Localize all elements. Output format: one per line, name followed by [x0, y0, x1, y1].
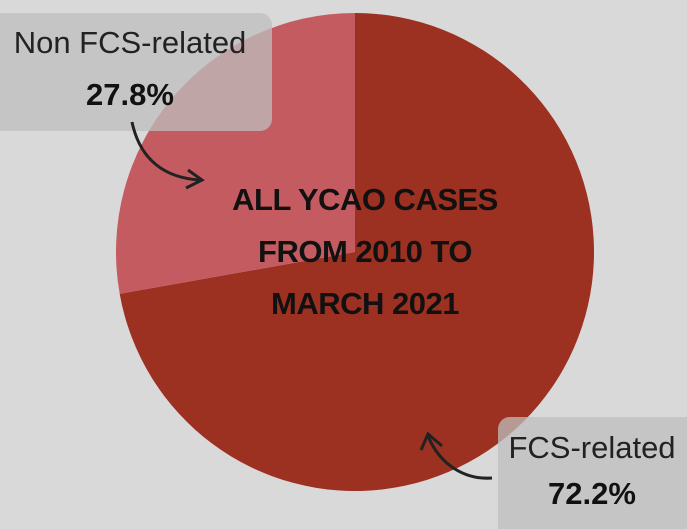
- arrow: [130, 121, 201, 182]
- arrow-head: [185, 168, 205, 190]
- category-label: FCS-related: [508, 430, 675, 465]
- chart-title: ALL YCAO CASES FROM 2010 TO MARCH 2021: [232, 182, 498, 321]
- label-box: [0, 13, 272, 131]
- label-box: [498, 417, 687, 529]
- pie-slice: [116, 13, 355, 294]
- labels: FCS-related 72.2% Non FCS-related 27.8%: [14, 25, 676, 511]
- arrow-head: [419, 431, 443, 451]
- slices: [116, 13, 595, 491]
- pie-slice: [119, 13, 595, 491]
- category-label: Non FCS-related: [14, 25, 247, 60]
- arrow: [426, 435, 493, 480]
- value-label: 27.8%: [86, 77, 174, 112]
- value-label: 72.2%: [548, 476, 636, 511]
